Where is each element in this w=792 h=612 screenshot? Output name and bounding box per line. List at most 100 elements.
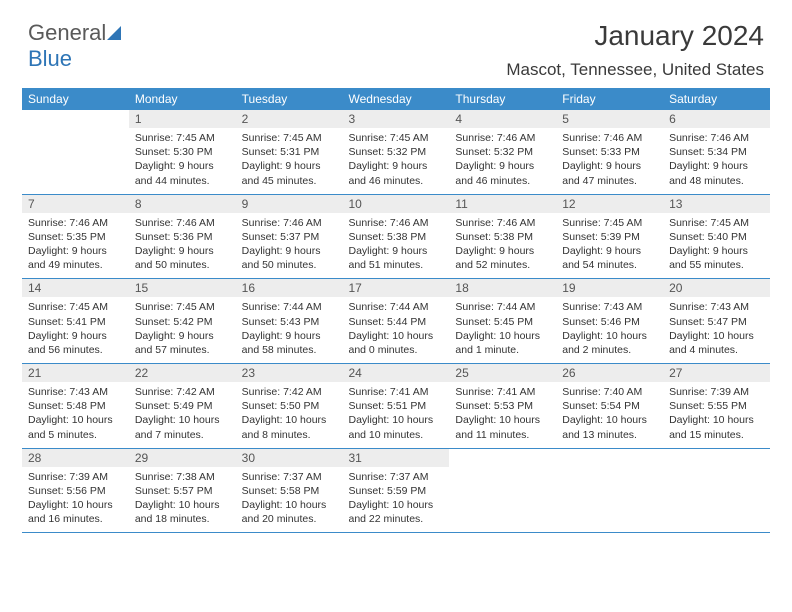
day-info-line: Sunset: 5:31 PM xyxy=(242,145,337,159)
day-info-line: Daylight: 9 hours xyxy=(135,329,230,343)
day-number: 9 xyxy=(236,195,343,213)
calendar-day-cell: 30Sunrise: 7:37 AMSunset: 5:58 PMDayligh… xyxy=(236,448,343,533)
day-body: Sunrise: 7:39 AMSunset: 5:56 PMDaylight:… xyxy=(22,467,129,533)
day-info-line: and 47 minutes. xyxy=(562,174,657,188)
calendar-day-cell: 29Sunrise: 7:38 AMSunset: 5:57 PMDayligh… xyxy=(129,448,236,533)
day-info-line: Sunset: 5:43 PM xyxy=(242,315,337,329)
day-info-line: and 15 minutes. xyxy=(669,428,764,442)
calendar-day-cell: 4Sunrise: 7:46 AMSunset: 5:32 PMDaylight… xyxy=(449,110,556,194)
calendar-day-cell: 14Sunrise: 7:45 AMSunset: 5:41 PMDayligh… xyxy=(22,279,129,364)
calendar-day-cell: 26Sunrise: 7:40 AMSunset: 5:54 PMDayligh… xyxy=(556,364,663,449)
calendar-day-cell: 7Sunrise: 7:46 AMSunset: 5:35 PMDaylight… xyxy=(22,194,129,279)
day-body: Sunrise: 7:45 AMSunset: 5:30 PMDaylight:… xyxy=(129,128,236,194)
logo: General Blue xyxy=(28,20,125,72)
day-info-line: Daylight: 9 hours xyxy=(28,329,123,343)
day-info-line: Sunrise: 7:45 AM xyxy=(242,131,337,145)
day-info-line: Sunrise: 7:43 AM xyxy=(669,300,764,314)
day-info-line: Daylight: 10 hours xyxy=(242,498,337,512)
calendar-day-cell: 13Sunrise: 7:45 AMSunset: 5:40 PMDayligh… xyxy=(663,194,770,279)
day-info-line: Sunset: 5:57 PM xyxy=(135,484,230,498)
day-info-line: Sunset: 5:51 PM xyxy=(349,399,444,413)
day-info-line: Daylight: 9 hours xyxy=(242,329,337,343)
day-info-line: Daylight: 9 hours xyxy=(135,159,230,173)
day-body: Sunrise: 7:40 AMSunset: 5:54 PMDaylight:… xyxy=(556,382,663,448)
day-info-line: Sunset: 5:53 PM xyxy=(455,399,550,413)
day-info-line: Daylight: 9 hours xyxy=(135,244,230,258)
day-body: Sunrise: 7:46 AMSunset: 5:34 PMDaylight:… xyxy=(663,128,770,194)
day-info-line: Sunrise: 7:37 AM xyxy=(349,470,444,484)
day-number: 12 xyxy=(556,195,663,213)
day-info-line: Daylight: 10 hours xyxy=(349,329,444,343)
day-number: 13 xyxy=(663,195,770,213)
calendar-day-cell: 5Sunrise: 7:46 AMSunset: 5:33 PMDaylight… xyxy=(556,110,663,194)
day-info-line: Sunrise: 7:43 AM xyxy=(28,385,123,399)
day-info-line: and 18 minutes. xyxy=(135,512,230,526)
day-info-line: Sunset: 5:35 PM xyxy=(28,230,123,244)
day-info-line: Sunrise: 7:46 AM xyxy=(455,216,550,230)
day-info-line: Sunset: 5:44 PM xyxy=(349,315,444,329)
day-info-line: Daylight: 9 hours xyxy=(562,159,657,173)
day-info-line: Sunrise: 7:46 AM xyxy=(455,131,550,145)
day-body: Sunrise: 7:42 AMSunset: 5:50 PMDaylight:… xyxy=(236,382,343,448)
day-info-line: and 57 minutes. xyxy=(135,343,230,357)
day-info-line: Sunrise: 7:37 AM xyxy=(242,470,337,484)
day-number: 2 xyxy=(236,110,343,128)
day-body: Sunrise: 7:43 AMSunset: 5:47 PMDaylight:… xyxy=(663,297,770,363)
calendar-week-row: 7Sunrise: 7:46 AMSunset: 5:35 PMDaylight… xyxy=(22,194,770,279)
calendar-day-cell: 18Sunrise: 7:44 AMSunset: 5:45 PMDayligh… xyxy=(449,279,556,364)
day-number: 16 xyxy=(236,279,343,297)
day-info-line: Sunrise: 7:45 AM xyxy=(562,216,657,230)
day-number: 26 xyxy=(556,364,663,382)
calendar-day-cell: 1Sunrise: 7:45 AMSunset: 5:30 PMDaylight… xyxy=(129,110,236,194)
day-info-line: Sunset: 5:46 PM xyxy=(562,315,657,329)
day-info-line: and 5 minutes. xyxy=(28,428,123,442)
day-body: Sunrise: 7:41 AMSunset: 5:53 PMDaylight:… xyxy=(449,382,556,448)
day-info-line: and 50 minutes. xyxy=(135,258,230,272)
day-info-line: Sunrise: 7:46 AM xyxy=(669,131,764,145)
calendar-day-cell: 24Sunrise: 7:41 AMSunset: 5:51 PMDayligh… xyxy=(343,364,450,449)
day-info-line: Sunset: 5:54 PM xyxy=(562,399,657,413)
day-body: Sunrise: 7:45 AMSunset: 5:31 PMDaylight:… xyxy=(236,128,343,194)
day-info-line: Sunset: 5:32 PM xyxy=(349,145,444,159)
day-info-line: Sunset: 5:38 PM xyxy=(349,230,444,244)
day-info-line: Daylight: 10 hours xyxy=(669,413,764,427)
location-text: Mascot, Tennessee, United States xyxy=(506,60,764,80)
day-info-line: Daylight: 9 hours xyxy=(669,159,764,173)
day-info-line: Sunrise: 7:44 AM xyxy=(455,300,550,314)
logo-text-a: General xyxy=(28,20,106,45)
weekday-header: Thursday xyxy=(449,88,556,110)
day-info-line: Sunset: 5:56 PM xyxy=(28,484,123,498)
day-body: Sunrise: 7:44 AMSunset: 5:45 PMDaylight:… xyxy=(449,297,556,363)
calendar-day-cell: 12Sunrise: 7:45 AMSunset: 5:39 PMDayligh… xyxy=(556,194,663,279)
day-number-empty xyxy=(556,449,663,467)
day-info-line: Sunrise: 7:45 AM xyxy=(669,216,764,230)
day-info-line: Sunset: 5:48 PM xyxy=(28,399,123,413)
day-info-line: Daylight: 10 hours xyxy=(135,413,230,427)
day-body: Sunrise: 7:45 AMSunset: 5:39 PMDaylight:… xyxy=(556,213,663,279)
day-info-line: and 51 minutes. xyxy=(349,258,444,272)
day-info-line: and 16 minutes. xyxy=(28,512,123,526)
day-info-line: and 7 minutes. xyxy=(135,428,230,442)
day-number: 17 xyxy=(343,279,450,297)
calendar-day-cell: 10Sunrise: 7:46 AMSunset: 5:38 PMDayligh… xyxy=(343,194,450,279)
day-info-line: Daylight: 10 hours xyxy=(242,413,337,427)
day-info-line: Daylight: 9 hours xyxy=(455,244,550,258)
weekday-header: Wednesday xyxy=(343,88,450,110)
day-info-line: Daylight: 10 hours xyxy=(562,329,657,343)
calendar-day-cell: 31Sunrise: 7:37 AMSunset: 5:59 PMDayligh… xyxy=(343,448,450,533)
day-info-line: and 13 minutes. xyxy=(562,428,657,442)
day-info-line: Sunrise: 7:45 AM xyxy=(349,131,444,145)
day-info-line: and 2 minutes. xyxy=(562,343,657,357)
day-info-line: Sunset: 5:32 PM xyxy=(455,145,550,159)
day-body: Sunrise: 7:45 AMSunset: 5:40 PMDaylight:… xyxy=(663,213,770,279)
day-body: Sunrise: 7:44 AMSunset: 5:43 PMDaylight:… xyxy=(236,297,343,363)
day-info-line: Daylight: 9 hours xyxy=(349,244,444,258)
day-info-line: and 10 minutes. xyxy=(349,428,444,442)
calendar-day-cell: 16Sunrise: 7:44 AMSunset: 5:43 PMDayligh… xyxy=(236,279,343,364)
day-info-line: Daylight: 10 hours xyxy=(455,413,550,427)
day-body: Sunrise: 7:44 AMSunset: 5:44 PMDaylight:… xyxy=(343,297,450,363)
calendar-day-cell: 23Sunrise: 7:42 AMSunset: 5:50 PMDayligh… xyxy=(236,364,343,449)
calendar-week-row: 21Sunrise: 7:43 AMSunset: 5:48 PMDayligh… xyxy=(22,364,770,449)
day-info-line: Sunrise: 7:41 AM xyxy=(455,385,550,399)
calendar-table: SundayMondayTuesdayWednesdayThursdayFrid… xyxy=(22,88,770,533)
